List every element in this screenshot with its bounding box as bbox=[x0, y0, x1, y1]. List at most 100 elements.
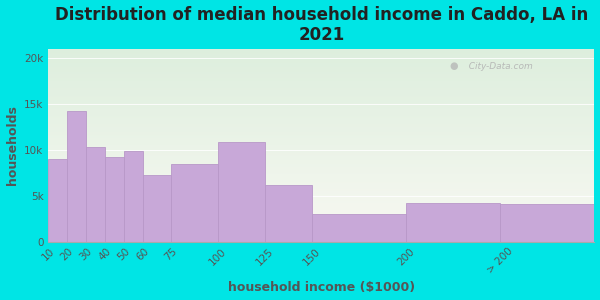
Bar bbox=[105, 157, 124, 242]
Bar bbox=[49, 57, 595, 58]
Bar bbox=[49, 195, 595, 196]
Bar bbox=[49, 212, 595, 213]
Bar bbox=[49, 127, 595, 128]
Bar bbox=[49, 83, 595, 84]
Bar bbox=[49, 217, 595, 218]
Bar bbox=[49, 111, 595, 112]
Bar bbox=[49, 150, 595, 151]
Bar bbox=[49, 113, 595, 114]
Bar bbox=[49, 216, 595, 217]
Bar bbox=[49, 98, 595, 99]
Bar bbox=[49, 207, 595, 208]
Bar bbox=[49, 198, 595, 199]
Bar bbox=[49, 203, 595, 204]
Y-axis label: households: households bbox=[5, 105, 19, 185]
Bar bbox=[49, 230, 595, 231]
Bar bbox=[49, 60, 595, 61]
Bar bbox=[49, 72, 595, 73]
Bar bbox=[49, 92, 595, 93]
Bar bbox=[49, 156, 595, 157]
Bar bbox=[49, 137, 595, 138]
Bar bbox=[49, 50, 595, 51]
Text: ●: ● bbox=[450, 61, 458, 71]
Bar bbox=[49, 209, 595, 210]
Bar bbox=[49, 61, 595, 62]
Bar bbox=[49, 58, 595, 59]
Bar bbox=[49, 237, 595, 238]
Bar bbox=[49, 199, 595, 200]
Bar bbox=[49, 204, 595, 205]
Bar bbox=[49, 123, 595, 124]
Bar bbox=[171, 164, 218, 242]
Bar bbox=[49, 130, 595, 131]
Bar bbox=[49, 74, 595, 75]
Bar bbox=[49, 179, 595, 180]
Bar bbox=[49, 95, 595, 96]
Bar bbox=[49, 167, 595, 168]
Bar bbox=[49, 64, 595, 65]
Bar bbox=[49, 85, 595, 86]
Bar bbox=[49, 225, 595, 226]
Bar bbox=[49, 79, 595, 80]
Bar bbox=[49, 227, 595, 228]
Bar bbox=[49, 155, 595, 156]
Bar bbox=[49, 115, 595, 116]
Bar bbox=[49, 146, 595, 147]
Bar bbox=[49, 160, 595, 161]
Bar bbox=[49, 211, 595, 212]
Text: City-Data.com: City-Data.com bbox=[463, 62, 533, 71]
Bar bbox=[49, 126, 595, 127]
Bar bbox=[49, 128, 595, 129]
Bar bbox=[49, 192, 595, 194]
Bar bbox=[49, 109, 595, 110]
Bar bbox=[49, 174, 595, 175]
Bar bbox=[49, 181, 595, 182]
Bar bbox=[406, 203, 500, 242]
Bar bbox=[49, 107, 595, 109]
Bar bbox=[49, 59, 595, 60]
Bar bbox=[49, 222, 595, 223]
Bar bbox=[49, 205, 595, 206]
Bar bbox=[49, 67, 595, 68]
Bar bbox=[218, 142, 265, 242]
Bar bbox=[265, 184, 312, 242]
Bar bbox=[49, 141, 595, 142]
Bar bbox=[49, 143, 595, 144]
Bar bbox=[49, 201, 595, 202]
Bar bbox=[49, 157, 595, 158]
Bar bbox=[49, 134, 595, 136]
Bar bbox=[49, 149, 595, 150]
Bar bbox=[49, 219, 595, 220]
Bar bbox=[49, 163, 595, 164]
Bar bbox=[49, 120, 595, 121]
Title: Distribution of median household income in Caddo, LA in
2021: Distribution of median household income … bbox=[55, 6, 588, 44]
Bar bbox=[49, 102, 595, 103]
Bar bbox=[49, 171, 595, 172]
Bar bbox=[49, 168, 595, 169]
Bar bbox=[49, 194, 595, 195]
Bar bbox=[143, 176, 171, 242]
Bar bbox=[49, 169, 595, 170]
Bar bbox=[49, 65, 595, 66]
Bar bbox=[49, 177, 595, 178]
Bar bbox=[49, 183, 595, 184]
Bar bbox=[49, 160, 595, 161]
Bar bbox=[49, 231, 595, 232]
Bar bbox=[49, 180, 595, 181]
Bar bbox=[67, 111, 86, 242]
Bar bbox=[49, 99, 595, 100]
Bar bbox=[49, 240, 595, 241]
Bar bbox=[124, 151, 143, 242]
Bar bbox=[49, 187, 595, 188]
Bar bbox=[49, 223, 595, 224]
Bar bbox=[49, 136, 595, 137]
Bar bbox=[49, 96, 595, 97]
Bar bbox=[49, 206, 595, 207]
Bar bbox=[49, 88, 595, 89]
Bar bbox=[49, 84, 595, 85]
Bar bbox=[49, 119, 595, 120]
Bar bbox=[49, 235, 595, 236]
Bar bbox=[49, 202, 595, 203]
Bar bbox=[49, 56, 595, 57]
Bar bbox=[49, 116, 595, 117]
